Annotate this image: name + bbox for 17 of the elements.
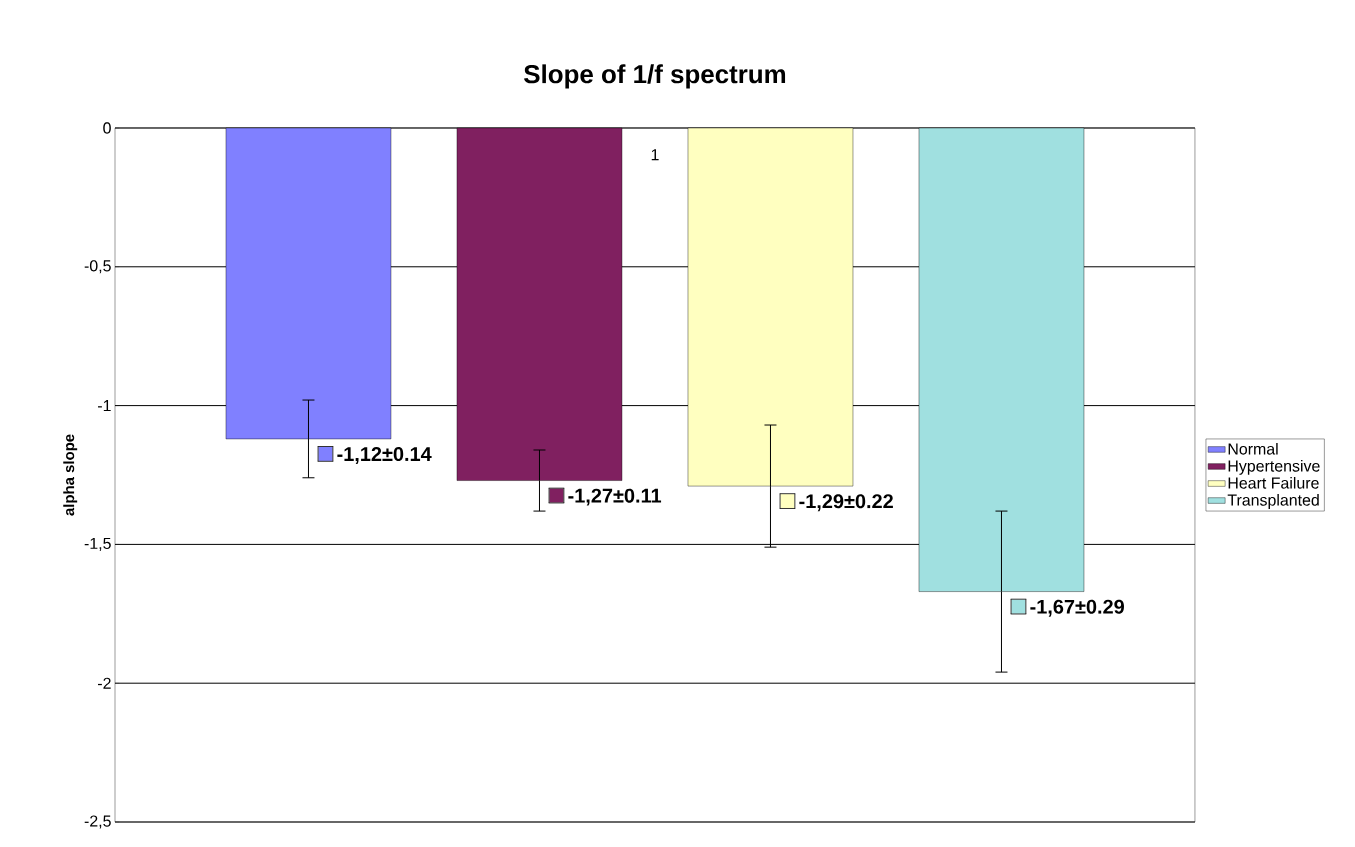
- legend-label: Normal: [1228, 442, 1278, 455]
- legend-label: Transplanted: [1227, 494, 1319, 509]
- y-tick-label: -2,5: [84, 815, 111, 829]
- y-tick-label: -0,5: [84, 260, 111, 274]
- data-label: -1,67±0.29: [1030, 599, 1124, 617]
- chart-title: Slope of 1/f spectrum: [524, 64, 786, 89]
- y-axis-title: alpha slope: [63, 434, 78, 516]
- data-label: -1,12±0.14: [337, 447, 432, 464]
- legend-label: Hypertensive: [1228, 459, 1320, 475]
- y-tick-label: -1: [98, 400, 111, 412]
- legend-label: Heart Failure: [1228, 476, 1319, 489]
- y-tick-label: -1,5: [84, 537, 111, 551]
- y-tick-label: 0: [103, 122, 111, 134]
- data-label: -1,29±0.22: [799, 494, 893, 512]
- y-tick-label: -2: [98, 677, 111, 689]
- data-label: -1,27±0.11: [568, 488, 662, 506]
- x-tick-label: 1: [651, 149, 659, 161]
